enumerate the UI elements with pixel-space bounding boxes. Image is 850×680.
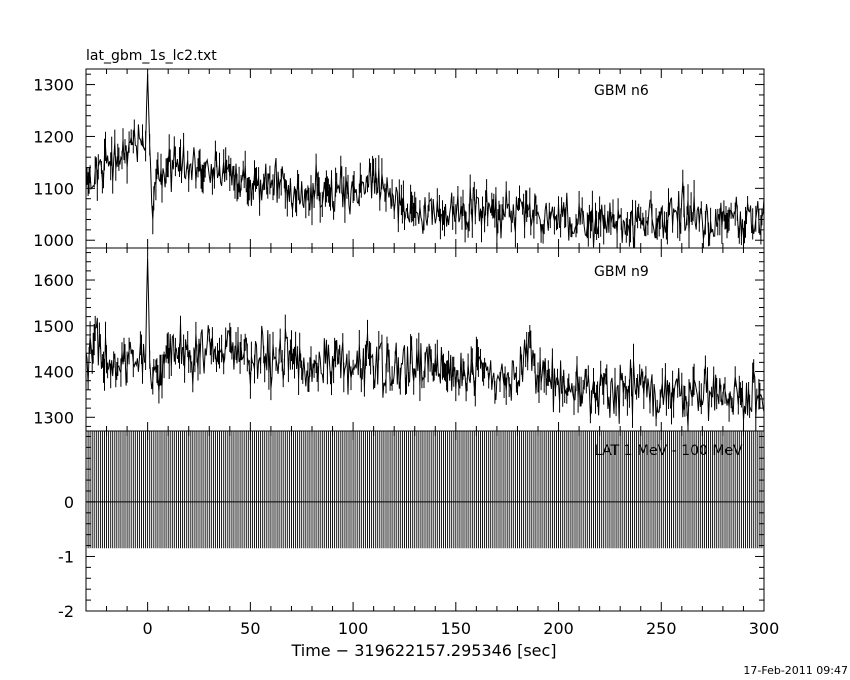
y-tick-label: -1: [58, 547, 74, 566]
series-line: [85, 257, 765, 431]
y-tick-label: -2: [58, 602, 74, 621]
series-line: [85, 74, 765, 248]
y-tick-label: 1100: [33, 179, 74, 198]
x-tick-label: 50: [240, 619, 260, 638]
x-tick-label: 200: [543, 619, 574, 638]
x-tick-label: 250: [646, 619, 677, 638]
panel-gbm-n6: 1000 1100 1200 1300 GBM n6: [33, 68, 765, 250]
y-tick-label: 1300: [33, 408, 74, 427]
timestamp: 17-Feb-2011 09:47: [743, 664, 848, 677]
panel-gbm-n9: 1300 1400 1500 1600 GBM n9: [33, 247, 765, 432]
y-tick-label: 0: [64, 493, 74, 512]
y-tick-label: 1300: [33, 76, 74, 95]
x-tick-label: 150: [441, 619, 472, 638]
y-tick-label: 1600: [33, 271, 74, 290]
x-tick-label: 300: [749, 619, 780, 638]
x-tick-label: 100: [338, 619, 369, 638]
y-tick-label: 1200: [33, 127, 74, 146]
panel-lat: -2 -1 0 LAT 1 MeV - 100 MeV 0 50 100 150 200 250 3…: [58, 430, 780, 638]
panel-label: LAT 1 MeV - 100 MeV: [594, 443, 743, 459]
panel-frame: [85, 430, 765, 612]
x-tick-label: 0: [143, 619, 153, 638]
panel-label: GBM n9: [594, 264, 649, 280]
x-axis-label: Time − 319622157.295346 [sec]: [290, 641, 556, 660]
y-tick-label: 1400: [33, 363, 74, 382]
y-tick-label: 1000: [33, 231, 74, 250]
panel-label: GBM n6: [594, 83, 649, 99]
file-title: lat_gbm_1s_lc2.txt: [86, 48, 217, 64]
y-tick-label: 1500: [33, 317, 74, 336]
